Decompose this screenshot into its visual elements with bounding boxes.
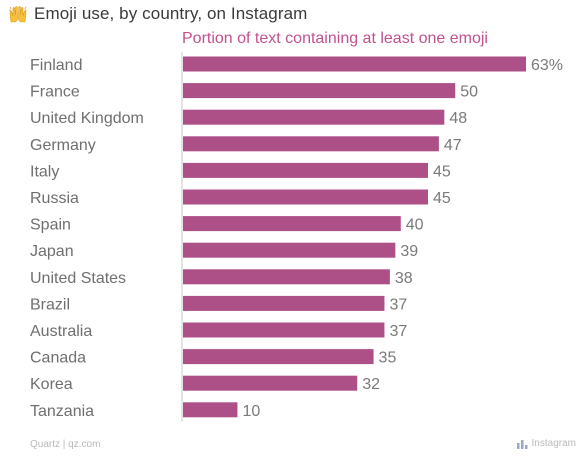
- category-label: Japan: [30, 243, 74, 260]
- bar: [183, 295, 385, 311]
- bar: [183, 136, 439, 152]
- category-label: Brazil: [30, 296, 70, 313]
- data-label: 37: [389, 296, 407, 313]
- data-label: 45: [433, 190, 451, 207]
- data-label: 37: [389, 323, 407, 340]
- data-label: 63%: [531, 57, 563, 74]
- bar-chart-icon: [516, 439, 528, 449]
- bar: [183, 349, 374, 365]
- bar: [183, 216, 401, 232]
- data-label: 48: [449, 110, 467, 127]
- chart-header: Emoji use, by country, on Instagram: [8, 2, 307, 26]
- data-label: 38: [395, 270, 413, 287]
- bar: [183, 56, 526, 72]
- bar: [183, 83, 456, 99]
- category-label: United States: [30, 270, 126, 287]
- category-label: Germany: [30, 137, 96, 154]
- bar: [183, 402, 238, 418]
- credit-text: Quartz | qz.com: [30, 439, 101, 450]
- data-label: 50: [460, 84, 478, 101]
- bar: [183, 322, 385, 338]
- category-label: Russia: [30, 190, 79, 207]
- data-label: 45: [433, 163, 451, 180]
- chart-title: Emoji use, by country, on Instagram: [34, 4, 308, 23]
- chart-subtitle: Portion of text containing at least one …: [182, 30, 488, 47]
- category-label: Finland: [30, 57, 82, 74]
- data-label: 32: [362, 376, 380, 393]
- category-label: Australia: [30, 323, 92, 340]
- category-label: Canada: [30, 350, 86, 367]
- data-label: 39: [400, 243, 418, 260]
- source-text: Instagram: [531, 438, 576, 449]
- category-label: United Kingdom: [30, 110, 144, 127]
- data-label: 47: [444, 137, 462, 154]
- category-label: Korea: [30, 376, 73, 393]
- raised-hands-icon: [8, 6, 28, 23]
- bar: [183, 189, 428, 205]
- data-label: 40: [406, 217, 424, 234]
- bar: [183, 375, 358, 391]
- bar: [183, 109, 445, 125]
- category-label: Tanzania: [30, 403, 94, 420]
- source-attribution: Instagram: [516, 438, 576, 449]
- bar: [183, 242, 396, 258]
- category-label: Italy: [30, 163, 59, 180]
- bar: [183, 162, 428, 178]
- data-label: 35: [379, 350, 397, 367]
- category-label: Spain: [30, 217, 71, 234]
- bar: [183, 269, 390, 285]
- category-label: France: [30, 84, 80, 101]
- data-label: 10: [242, 403, 260, 420]
